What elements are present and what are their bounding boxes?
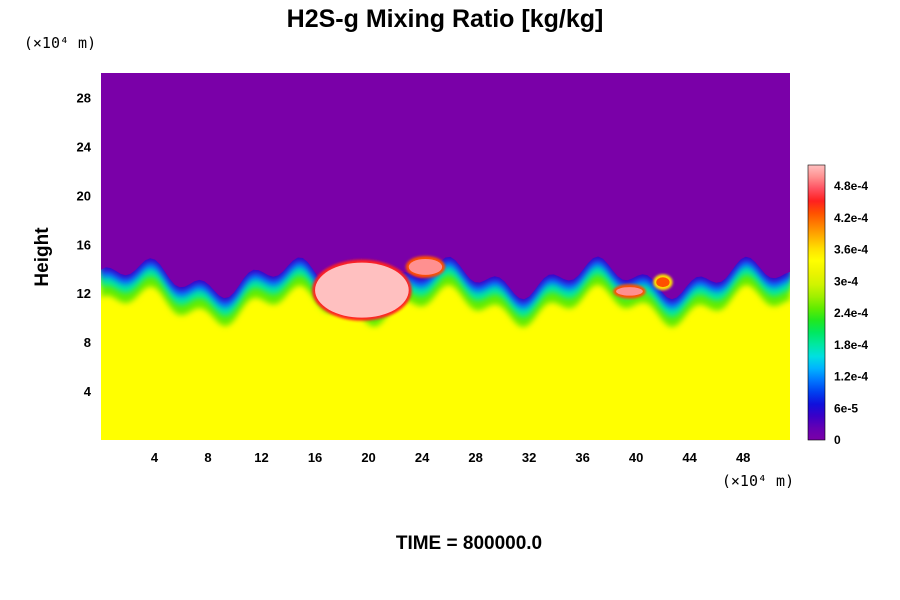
y-axis-unit: (×10⁴ m) — [24, 34, 96, 52]
x-tick-label: 40 — [629, 450, 643, 465]
y-tick-label: 24 — [77, 139, 92, 154]
high-patch — [656, 277, 670, 288]
colorbar-tick-label: 3.6e-4 — [834, 243, 868, 257]
colorbar-tick-label: 0 — [834, 433, 841, 447]
chart-title: H2S-g Mixing Ratio [kg/kg] — [287, 5, 604, 33]
x-tick-label: 36 — [575, 450, 589, 465]
field-upper-region — [101, 73, 790, 300]
high-patch — [408, 258, 443, 275]
colorbar-tick-label: 6e-5 — [834, 401, 858, 415]
x-tick-label: 4 — [151, 450, 159, 465]
y-tick-label: 12 — [77, 286, 91, 301]
colorbar — [807, 164, 826, 441]
x-tick-label: 28 — [468, 450, 482, 465]
colorbar-tick-label: 2.4e-4 — [834, 306, 868, 320]
time-label: TIME = 800000.0 — [396, 533, 542, 554]
x-tick-label: 20 — [361, 450, 375, 465]
colorbar-tick-label: 4.2e-4 — [834, 211, 868, 225]
heatmap-field — [101, 73, 790, 440]
x-tick-label: 44 — [682, 450, 697, 465]
high-patch — [315, 262, 409, 318]
x-axis-ticks: 4 8 12 16 20 24 28 32 36 40 44 48 — [151, 450, 751, 465]
colorbar-tick-label: 1.2e-4 — [834, 370, 868, 384]
colorbar-tick-label: 4.8e-4 — [834, 179, 868, 193]
x-tick-label: 16 — [308, 450, 322, 465]
colorbar-ticks: 0 6e-5 1.2e-4 1.8e-4 2.4e-4 3e-4 3.6e-4 4.2e-4 4… — [834, 179, 868, 447]
y-axis-label: Height — [32, 227, 53, 287]
y-tick-label: 16 — [77, 237, 91, 252]
x-axis-unit: (×10⁴ m) — [722, 472, 794, 490]
y-tick-label: 20 — [77, 188, 91, 203]
y-tick-label: 4 — [84, 384, 92, 399]
x-tick-label: 24 — [415, 450, 430, 465]
high-patch — [616, 287, 643, 296]
y-axis-ticks: 4 8 12 16 20 24 28 — [77, 90, 92, 399]
colorbar-tick-label: 3e-4 — [834, 274, 858, 288]
x-tick-label: 8 — [204, 450, 211, 465]
y-tick-label: 28 — [77, 90, 91, 105]
x-tick-label: 12 — [254, 450, 268, 465]
y-tick-label: 8 — [84, 335, 91, 350]
x-tick-label: 48 — [736, 450, 750, 465]
x-tick-label: 32 — [522, 450, 536, 465]
colorbar-tick-label: 1.8e-4 — [834, 338, 868, 352]
